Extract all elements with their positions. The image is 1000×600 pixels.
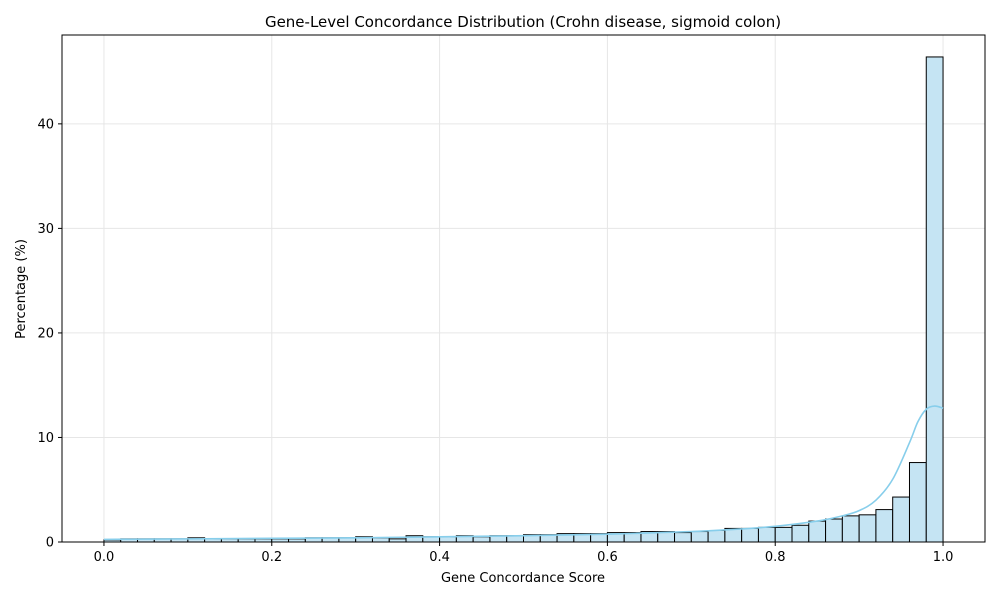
histogram-bar: [892, 496, 910, 543]
x-tick-label: 0.6: [597, 550, 618, 565]
histogram-bar: [371, 537, 390, 543]
y-tick-label: 10: [37, 431, 54, 446]
x-tick-label: 0.4: [429, 550, 450, 565]
y-axis-ticks: 0 10 20 30 40: [37, 117, 62, 551]
histogram-bar: [707, 530, 726, 543]
y-tick-label: 30: [37, 222, 54, 237]
x-tick-label: 0.2: [261, 550, 282, 565]
histogram-bar: [774, 526, 793, 543]
histogram-bar: [791, 524, 810, 543]
histogram-bar: [439, 536, 457, 543]
histogram-bar: [741, 527, 759, 543]
histogram-bar: [841, 515, 860, 543]
chart-title: Gene-Level Concordance Distribution (Cro…: [265, 13, 781, 31]
bars-layer: [103, 56, 944, 543]
x-tick-label: 0.8: [765, 550, 786, 565]
x-axis-ticks: 0.0 0.2 0.4 0.6 0.8 1.0: [94, 542, 954, 565]
x-tick-label: 0.0: [94, 550, 115, 565]
histogram-bar: [908, 462, 927, 543]
grid-layer: [62, 35, 985, 543]
histogram-bar: [858, 514, 877, 543]
y-tick-label: 20: [37, 326, 54, 341]
y-tick-label: 0: [46, 536, 54, 551]
histogram-bar: [472, 536, 491, 543]
histogram-bar: [757, 526, 776, 543]
y-tick-label: 40: [37, 117, 54, 132]
kde-curve: [103, 405, 944, 541]
histogram-bar: [875, 509, 894, 543]
x-tick-label: 1.0: [933, 550, 954, 565]
plot-frame: [61, 34, 986, 543]
histogram-bar: [690, 531, 709, 543]
histogram-bar: [808, 520, 827, 543]
y-axis-label: Percentage (%): [14, 239, 29, 339]
histogram-bar: [825, 518, 843, 543]
histogram-bar: [925, 56, 944, 543]
x-axis-label: Gene Concordance Score: [441, 571, 605, 586]
histogram-bar: [674, 532, 692, 543]
